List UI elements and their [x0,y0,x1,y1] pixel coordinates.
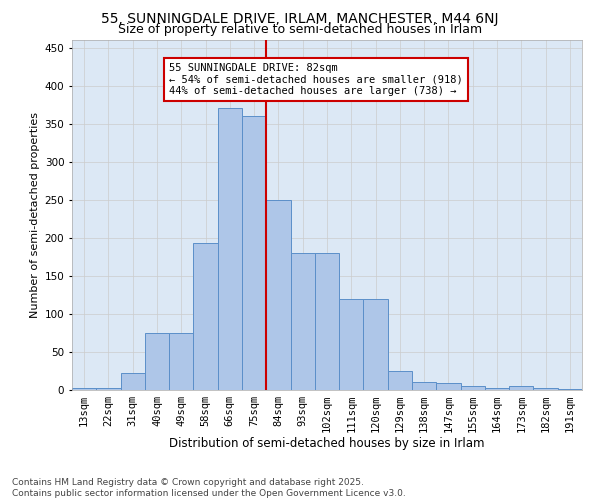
Text: Size of property relative to semi-detached houses in Irlam: Size of property relative to semi-detach… [118,24,482,36]
Bar [558,389,582,390]
Text: 55, SUNNINGDALE DRIVE, IRLAM, MANCHESTER, M44 6NJ: 55, SUNNINGDALE DRIVE, IRLAM, MANCHESTER… [101,12,499,26]
Bar [96,388,121,390]
Bar [72,388,96,390]
Text: Contains HM Land Registry data © Crown copyright and database right 2025.
Contai: Contains HM Land Registry data © Crown c… [12,478,406,498]
Bar [436,383,461,390]
Bar [266,200,290,390]
Bar [290,253,315,390]
Bar [169,333,193,390]
Bar [509,386,533,390]
Bar [364,298,388,390]
Y-axis label: Number of semi-detached properties: Number of semi-detached properties [31,112,40,318]
Bar [242,116,266,390]
Bar [485,388,509,390]
Bar [218,108,242,390]
Bar [412,382,436,390]
X-axis label: Distribution of semi-detached houses by size in Irlam: Distribution of semi-detached houses by … [169,436,485,450]
Bar [315,253,339,390]
Bar [145,333,169,390]
Bar [193,243,218,390]
Bar [121,372,145,390]
Bar [388,371,412,390]
Bar [533,388,558,390]
Text: 55 SUNNINGDALE DRIVE: 82sqm
← 54% of semi-detached houses are smaller (918)
44% : 55 SUNNINGDALE DRIVE: 82sqm ← 54% of sem… [169,63,463,96]
Bar [461,386,485,390]
Bar [339,298,364,390]
